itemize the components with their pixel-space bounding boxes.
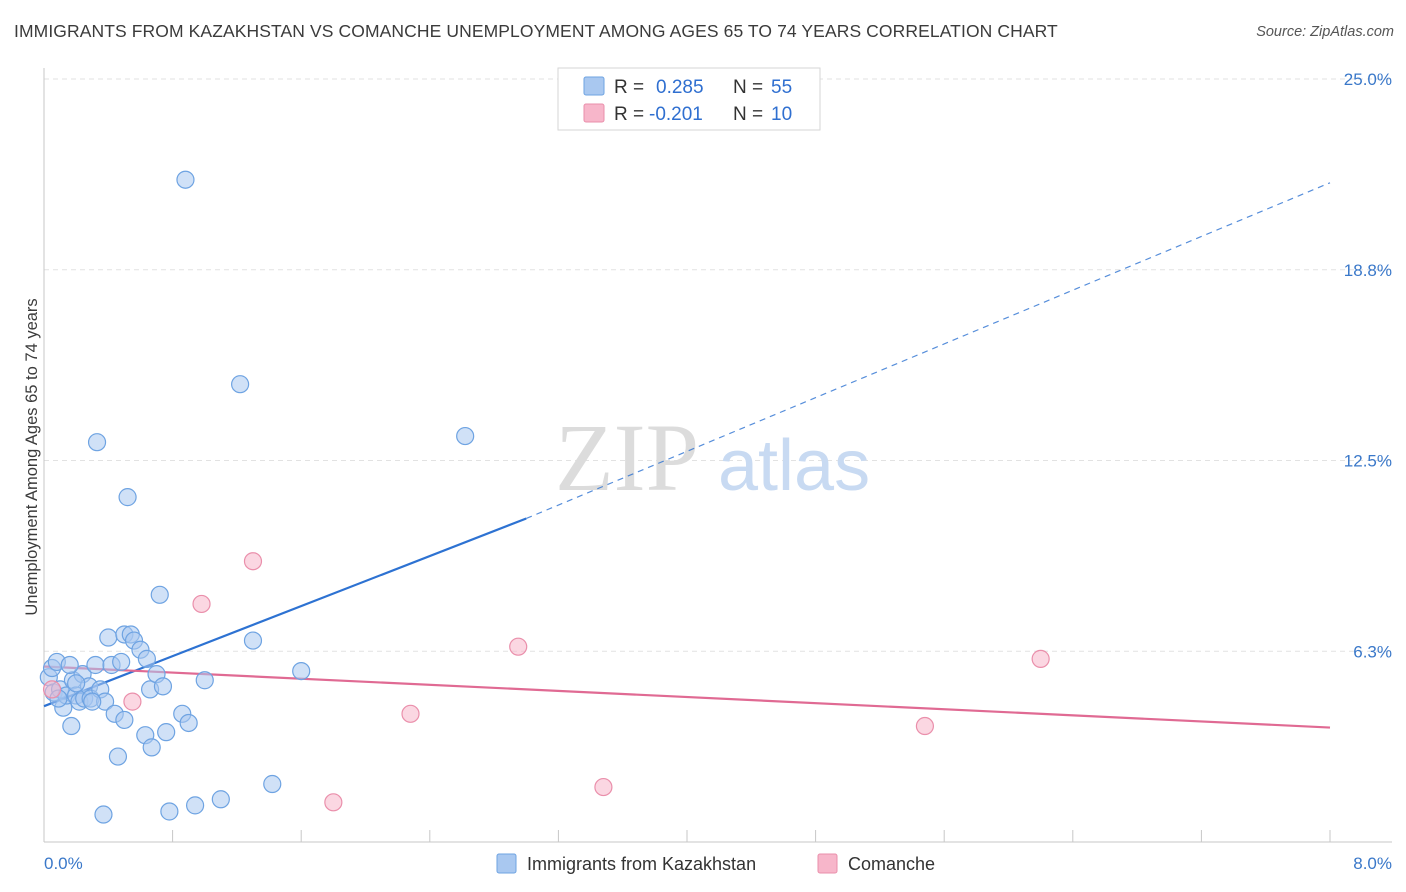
point-kazakhstan-26 bbox=[118, 488, 137, 507]
point-comanche-7 bbox=[594, 777, 613, 797]
legend-swatch-comanche bbox=[583, 103, 605, 123]
y-tick-label-0: 6.3% bbox=[1353, 642, 1392, 661]
legend-label-comanche: Comanche bbox=[848, 854, 935, 874]
point-kazakhstan-7 bbox=[62, 716, 81, 736]
point-comanche-2 bbox=[192, 594, 211, 614]
point-kazakhstan-19 bbox=[99, 628, 118, 647]
legend-r-value-1: 0.285 bbox=[656, 77, 704, 98]
point-kazakhstan-33 bbox=[142, 738, 161, 757]
trendline-0-extension bbox=[526, 182, 1331, 520]
point-comanche-4 bbox=[324, 793, 343, 812]
point-kazakhstan-46 bbox=[243, 631, 263, 650]
y-tick-label-1: 12.5% bbox=[1344, 452, 1392, 471]
point-kazakhstan-47 bbox=[263, 774, 282, 794]
correlation-legend: R = 0.285 N = 55 R = -0.201 N = 10 bbox=[557, 67, 821, 131]
point-kazakhstan-40 bbox=[176, 170, 195, 189]
point-kazakhstan-45 bbox=[231, 375, 250, 394]
legend-swatch-immigrants bbox=[496, 853, 517, 874]
legend-swatch-comanche-bottom bbox=[817, 853, 838, 874]
point-kazakhstan-22 bbox=[108, 747, 128, 766]
point-kazakhstan-48 bbox=[292, 661, 311, 681]
point-comanche-3 bbox=[243, 552, 263, 571]
legend-n-value-1: 55 bbox=[771, 77, 792, 98]
point-kazakhstan-36 bbox=[153, 677, 173, 696]
legend-n-value-2: 10 bbox=[771, 104, 792, 125]
watermark-atlas: atlas bbox=[718, 426, 870, 506]
point-kazakhstan-50 bbox=[94, 805, 113, 824]
legend-label-immigrants: Immigrants from Kazakhstan bbox=[527, 854, 756, 874]
watermark-zip: ZIP bbox=[555, 404, 699, 511]
legend-r-label-2: R = bbox=[614, 104, 644, 125]
legend-n-label-2: N = bbox=[733, 104, 763, 125]
trendline-0 bbox=[43, 517, 527, 708]
point-kazakhstan-43 bbox=[195, 671, 214, 690]
point-kazakhstan-54 bbox=[83, 692, 102, 711]
point-kazakhstan-23 bbox=[112, 652, 131, 672]
point-comanche-5 bbox=[401, 704, 420, 723]
y-tick-label-3: 25.0% bbox=[1344, 70, 1392, 89]
legend-n-label-1: N = bbox=[733, 77, 763, 98]
series-legend: Immigrants from Kazakhstan Comanche bbox=[496, 853, 935, 874]
point-kazakhstan-31 bbox=[137, 649, 156, 668]
x-axis-ticks bbox=[172, 830, 1331, 842]
point-kazakhstan-35 bbox=[150, 585, 169, 604]
trendline-1 bbox=[43, 665, 1331, 729]
point-kazakhstan-49 bbox=[456, 426, 475, 446]
legend-swatch-kazakhstan bbox=[583, 76, 605, 96]
legend-r-value-2: -0.201 bbox=[649, 104, 703, 125]
data-points bbox=[39, 170, 1050, 824]
point-kazakhstan-44 bbox=[211, 790, 230, 809]
x-tick-label-max: 8.0% bbox=[1353, 854, 1392, 873]
point-kazakhstan-51 bbox=[60, 655, 79, 675]
point-kazakhstan-42 bbox=[186, 796, 205, 815]
point-kazakhstan-41 bbox=[179, 713, 198, 733]
point-kazakhstan-38 bbox=[160, 802, 179, 821]
point-kazakhstan-37 bbox=[157, 723, 176, 742]
point-comanche-1 bbox=[123, 692, 142, 711]
y-axis-label: Unemployment Among Ages 65 to 74 years bbox=[23, 298, 41, 615]
legend-r-label-1: R = bbox=[614, 77, 644, 98]
x-tick-label-min: 0.0% bbox=[44, 854, 83, 873]
chart-title: IMMIGRANTS FROM KAZAKHSTAN VS COMANCHE U… bbox=[14, 21, 1058, 41]
y-tick-label-2: 18.8% bbox=[1344, 261, 1392, 280]
point-comanche-6 bbox=[509, 637, 528, 656]
trendlines bbox=[43, 182, 1331, 729]
point-comanche-8 bbox=[915, 716, 935, 736]
point-kazakhstan-16 bbox=[87, 433, 107, 452]
point-kazakhstan-15 bbox=[86, 655, 105, 675]
point-kazakhstan-53 bbox=[67, 674, 86, 693]
source-credit: Source: ZipAtlas.com bbox=[1256, 24, 1394, 40]
point-kazakhstan-24 bbox=[115, 710, 134, 730]
y-tick-labels: 6.3% 12.5% 18.8% 25.0% bbox=[1344, 70, 1392, 661]
point-comanche-9 bbox=[1031, 649, 1050, 668]
point-comanche-0 bbox=[42, 680, 62, 699]
